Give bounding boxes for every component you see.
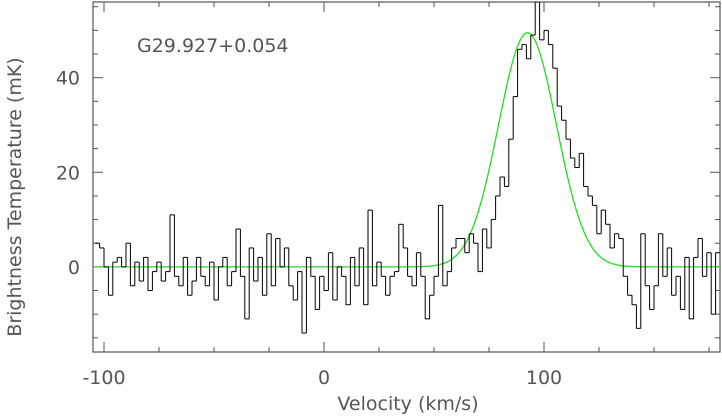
tick-marks <box>93 2 720 352</box>
tick-labels: -100 0 100 0 20 40 <box>56 68 562 389</box>
x-axis-label: Velocity (km/s) <box>337 393 478 415</box>
plot-frame <box>92 1 721 353</box>
y-axis-label: Brightness Temperature (mK) <box>4 57 26 336</box>
y-tick-label: 0 <box>68 257 80 279</box>
spectrum-series <box>95 2 720 334</box>
axes <box>92 1 721 353</box>
x-tick-label: -100 <box>82 367 125 389</box>
y-tick-label: 40 <box>56 68 80 90</box>
source-annotation: G29.927+0.054 <box>137 35 289 57</box>
gaussian-fit-line <box>93 32 720 268</box>
x-tick-label: 0 <box>318 367 330 389</box>
y-tick-label: 20 <box>56 162 80 184</box>
x-tick-label: 100 <box>526 367 562 389</box>
plot-area <box>93 2 720 334</box>
